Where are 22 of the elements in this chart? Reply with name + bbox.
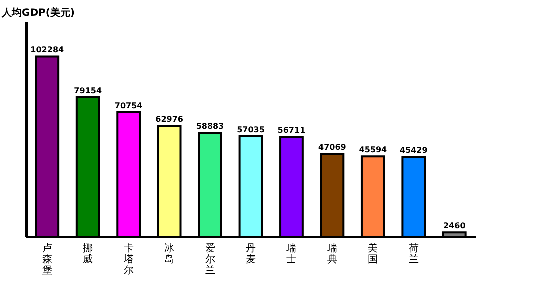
data-label: 57035: [237, 125, 266, 134]
x-tick-label: 冰岛: [164, 242, 175, 266]
x-tick-label: 荷兰: [408, 242, 419, 266]
x-tick-label: 瑞士: [286, 242, 297, 266]
data-label: 56711: [278, 126, 306, 136]
data-label: 58883: [196, 122, 224, 132]
x-tick-label: 丹麦: [246, 244, 256, 266]
x-tick-label: 瑞典: [327, 242, 338, 266]
x-tick-label: 卢森堡: [42, 242, 52, 276]
data-label: 62976: [156, 115, 184, 124]
data-label: 47069: [318, 143, 347, 152]
y-axis-title: 人均GDP(美元): [1, 7, 75, 19]
x-tick-label: 挪威: [83, 242, 94, 266]
data-label: 102284: [30, 46, 65, 55]
data-label: 45429: [400, 146, 428, 155]
data-label: 2460: [443, 222, 466, 231]
data-label: 45594: [359, 146, 388, 155]
x-tick-label: 卡塔尔: [122, 242, 134, 276]
x-tick-label: 美国: [368, 242, 378, 266]
data-label: 70754: [114, 101, 144, 110]
data-label: 79154: [74, 86, 102, 96]
x-tick-label: 爱尔兰: [205, 242, 216, 276]
